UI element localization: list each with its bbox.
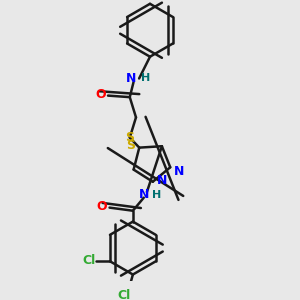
Text: N: N [174,164,184,178]
Text: Cl: Cl [118,289,131,300]
Text: N: N [126,72,136,85]
Text: H: H [141,74,151,83]
Text: N: N [139,188,150,201]
Text: O: O [95,88,106,101]
Text: S: S [126,139,135,152]
Text: O: O [97,200,107,213]
Text: N: N [157,174,167,187]
Text: S: S [125,131,134,144]
Text: Cl: Cl [82,254,96,267]
Text: H: H [152,190,161,200]
